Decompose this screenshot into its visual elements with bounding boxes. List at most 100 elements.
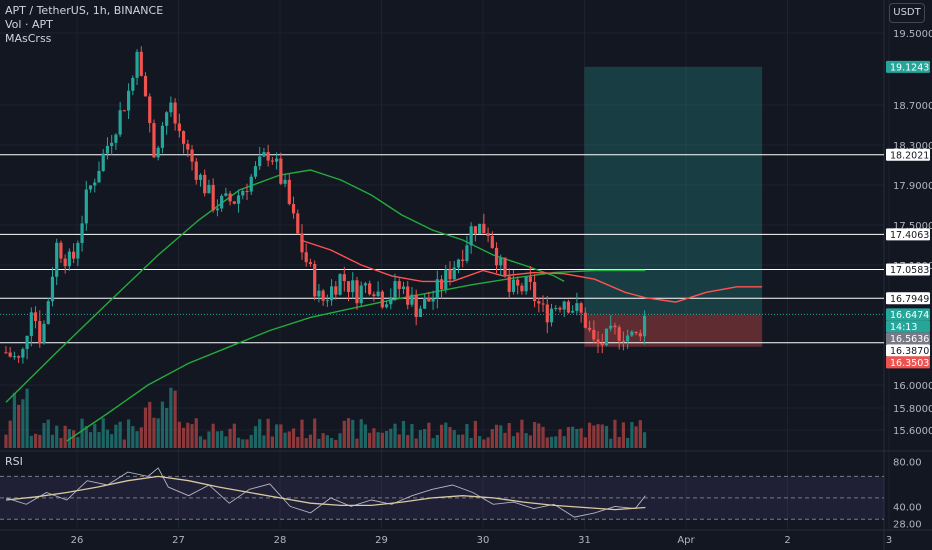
candle-body [50,276,55,302]
price-label-text: 16.5636 [890,334,929,345]
price-tick-label: 15.6000 [893,426,932,437]
rsi-line [5,467,646,518]
price-label-text: 16.3503 [890,358,929,369]
volume-bar [558,429,562,448]
volume-bar [38,434,42,448]
candle-body [368,283,372,295]
volume-bar [287,431,291,448]
candle-body [380,291,384,308]
volume-bar [537,423,541,448]
rsi-indicator-label[interactable]: RSI [5,455,23,468]
price-label-bg [886,292,930,305]
time-tick-label: 2 [784,535,790,546]
candle-body [384,304,389,308]
candle-body [177,123,181,132]
candle-body [469,226,473,246]
candle-body [461,259,465,261]
candle-body [67,251,71,267]
volume-bar [604,425,609,448]
volume-bar [554,436,558,448]
candle-body [516,279,520,286]
volume-bar [414,438,418,448]
volume-bar [139,427,143,448]
volume-bar [499,425,503,448]
candle-body [478,223,482,234]
candle-body [93,182,97,186]
volume-bar [465,424,469,448]
candle-body [313,263,317,297]
candle-body [592,329,596,340]
candle-body [21,349,25,358]
volume-bar [444,422,448,448]
volume-bar [308,434,313,448]
volume-bar [266,418,270,448]
candle-body [245,190,249,192]
volume-bar [338,433,342,448]
candle-body [76,242,80,259]
candle-body [439,279,444,290]
candle-body [101,153,105,171]
candle-body [266,152,270,161]
time-axis[interactable]: 26 27 28 29 30 31 Apr 2 3 [71,535,893,546]
volume-bar [482,439,486,448]
volume-bar [528,435,532,448]
volume-bar [592,425,596,448]
volume-bar [452,430,456,448]
candle-body [275,158,279,162]
volume-bar [393,423,397,448]
volume-bar [17,404,21,448]
candle-body [270,160,274,162]
volume-bar [241,439,245,448]
symbol-title[interactable]: APT / TetherUS, 1h, BINANCE [5,4,164,17]
candle-body [363,283,368,286]
volume-bar [372,428,376,448]
candle-body [291,204,296,214]
candle-body [486,233,490,237]
volume-bar [473,420,477,448]
volume-bar [478,435,482,448]
price-label-text: 16.6474 [890,310,929,321]
volume-bar [579,428,583,448]
volume-bar [456,434,461,448]
candle-body [448,269,452,280]
candle-body [342,274,346,282]
price-label-text: 16.7949 [890,294,929,305]
volume-indicator-label[interactable]: Vol · APT [5,18,53,31]
target-zone [584,66,763,315]
volume-bar [80,418,84,448]
candle-body [338,274,342,295]
volume-bar [494,424,499,448]
volume-bar [215,431,220,448]
volume-bar [194,418,198,448]
price-tick-label: 17.9000 [893,181,932,192]
time-tick-label: 27 [172,535,185,546]
volume-bar [520,419,524,448]
candle-body [46,301,50,324]
candle-body [72,251,76,259]
volume-bar [617,437,621,448]
volume-bar [84,425,88,448]
volume-bar [351,419,355,448]
candle-body [63,258,67,267]
currency-button[interactable]: USDT [889,3,925,23]
volume-bar [169,387,173,448]
candle-body [626,335,630,342]
volume-bar [283,432,287,448]
volume-bar [25,388,29,448]
price-label-bg [886,60,930,73]
volume-bar [59,438,63,448]
price-label-text: 19.1243 [890,62,929,73]
volume-bar [143,407,148,448]
candle-body [359,285,363,304]
volume-bar [431,438,435,448]
volume-bar [88,432,93,448]
volume-bar [152,417,156,448]
rsi-ma-line [5,475,646,511]
ma-cross-indicator-label[interactable]: MAsCrss [5,32,52,45]
position-boxes [584,66,763,347]
volume-bar [630,422,634,448]
volume-bar [211,423,215,448]
price-axis[interactable]: 80.00 40.00 28.00 19.5000 18.7000 18.3000 17.9… [893,29,932,531]
